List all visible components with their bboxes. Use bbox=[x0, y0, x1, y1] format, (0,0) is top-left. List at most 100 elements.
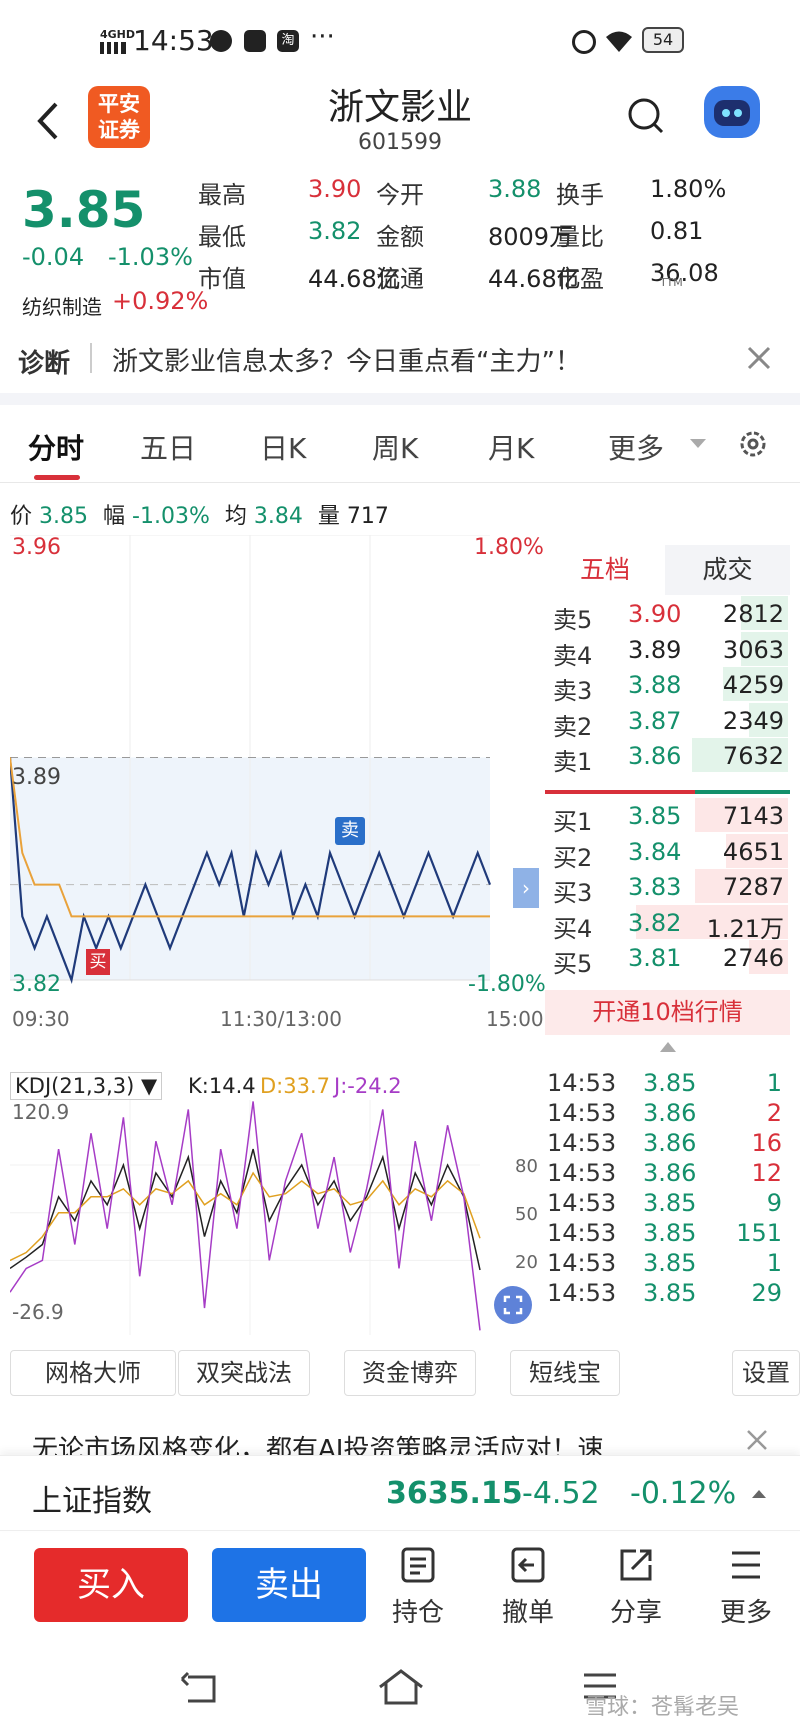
trade-ticks: 14:53 3.85 1 14:53 3.86 2 14:53 3.86 16 14:53 3.86… bbox=[0, 1066, 800, 1336]
bid-level[interactable]: 买5 3.81 2746 bbox=[545, 938, 790, 978]
active-tab-indicator bbox=[34, 475, 80, 480]
level-label: 卖1 bbox=[553, 748, 593, 777]
buy-button[interactable]: 买入 bbox=[34, 1548, 188, 1622]
level-volume: 7143 bbox=[722, 802, 784, 830]
quote-value: 36.08 bbox=[650, 259, 719, 287]
price-label: 价 bbox=[10, 504, 33, 529]
tab-more[interactable]: 更多 bbox=[608, 432, 665, 465]
more-label: 更多 bbox=[719, 1598, 772, 1628]
kdj-tick-20: 20 bbox=[515, 1252, 538, 1273]
expand-up-icon[interactable] bbox=[752, 1490, 766, 1498]
bid-level[interactable]: 买1 3.85 7143 bbox=[545, 796, 790, 836]
more-button[interactable]: 更多 bbox=[716, 1545, 776, 1629]
tab-month-k[interactable]: 月K bbox=[488, 432, 535, 465]
bid-level[interactable]: 买3 3.83 7287 bbox=[545, 867, 790, 908]
amplitude-value: -1.03% bbox=[132, 504, 210, 529]
level-price: 3.89 bbox=[628, 635, 682, 664]
tool-grid-master[interactable]: 网格大师 bbox=[10, 1350, 176, 1396]
kdj-k-line bbox=[9, 1148, 481, 1271]
sell-button[interactable]: 卖出 bbox=[212, 1548, 366, 1622]
index-ticker[interactable]: 上证指数 3635.15 -4.52 -0.12% bbox=[0, 1455, 800, 1531]
tab-intraday[interactable]: 分时 bbox=[28, 432, 85, 465]
kdj-j-line bbox=[9, 1101, 481, 1331]
cancel-order-icon bbox=[511, 1547, 545, 1583]
ask-level[interactable]: 卖3 3.88 4259 bbox=[545, 665, 790, 705]
system-nav-bar: 雪球：苍髯老吴 bbox=[0, 1655, 800, 1733]
diagnosis-text[interactable]: 浙文影业信息太多？今日重点看“主力”！ bbox=[112, 347, 581, 377]
quote-value: 3.82 bbox=[308, 217, 362, 245]
bid-level[interactable]: 买4 3.82 1.21万 bbox=[545, 903, 790, 943]
kdj-k-value: K:14.4 bbox=[188, 1074, 256, 1098]
tool-short-term[interactable]: 短线宝 bbox=[510, 1350, 620, 1396]
chevron-down-icon[interactable] bbox=[690, 439, 706, 448]
back-arrow-icon[interactable] bbox=[30, 96, 70, 146]
kdj-d-value: D:33.7 bbox=[260, 1074, 331, 1098]
cancel-order-button[interactable]: 撤单 bbox=[498, 1545, 558, 1629]
ad-banner[interactable]: 无论市场风格变化，都有AI投资策略灵活应对！速 bbox=[0, 1425, 800, 1455]
tab-five-levels[interactable]: 五档 bbox=[545, 545, 665, 595]
index-value: 3635.15 bbox=[386, 1476, 523, 1511]
volume-bar bbox=[726, 833, 788, 868]
bid-level[interactable]: 买2 3.84 4651 bbox=[545, 832, 790, 872]
diagnosis-banner[interactable]: 诊断 浙文影业信息太多？今日重点看“主力”！ bbox=[0, 325, 800, 393]
level-label: 买2 bbox=[553, 843, 593, 872]
level-volume: 2746 bbox=[722, 944, 784, 973]
search-icon[interactable] bbox=[626, 96, 666, 140]
level-label: 买3 bbox=[553, 879, 593, 908]
quote-label: 换手 bbox=[556, 181, 604, 209]
quote-value: 3.90 bbox=[308, 175, 362, 203]
tool-capital-game[interactable]: 资金博弈 bbox=[344, 1350, 476, 1396]
tab-trades[interactable]: 成交 bbox=[702, 555, 753, 584]
ad-close-icon[interactable] bbox=[744, 1427, 770, 1453]
trade-actions: 买入 卖出 持仓 撤单 分享 更多 bbox=[0, 1545, 800, 1645]
gear-icon[interactable] bbox=[736, 427, 770, 461]
x-label-midday: 11:30/13:00 bbox=[220, 1007, 343, 1031]
logo-line-2: 证券 bbox=[98, 118, 140, 142]
share-button[interactable]: 分享 bbox=[606, 1545, 666, 1629]
trade-volume: 151 bbox=[736, 1219, 782, 1247]
price-change: -0.04 bbox=[22, 243, 85, 271]
position-button[interactable]: 持仓 bbox=[388, 1545, 448, 1629]
tab-week-k[interactable]: 周K bbox=[372, 432, 419, 465]
status-bar: 4GHD 14:53 淘 ··· 54 bbox=[0, 0, 800, 86]
diagnosis-label: 诊断 bbox=[18, 349, 71, 379]
chart-tabs: 分时 五日 日K 周K 月K 更多 bbox=[0, 405, 800, 483]
home-nav-icon[interactable] bbox=[376, 1667, 426, 1707]
intraday-chart[interactable]: 3.96 3.89 3.82 1.80% -1.80% 09:30 11:30/… bbox=[8, 534, 546, 1035]
close-icon[interactable] bbox=[744, 343, 774, 373]
kdj-indicator-select[interactable]: KDJ(21,3,3) ▼ bbox=[10, 1072, 163, 1100]
sell-marker[interactable]: 卖 bbox=[335, 817, 365, 845]
ai-assistant-icon[interactable] bbox=[704, 86, 760, 138]
tool-double-break[interactable]: 双突战法 bbox=[178, 1350, 310, 1396]
ask-level[interactable]: 卖2 3.87 2349 bbox=[545, 701, 790, 741]
collapse-up-icon[interactable] bbox=[660, 1042, 676, 1052]
volume-bar bbox=[749, 940, 788, 975]
ask-level[interactable]: 卖1 3.86 7632 bbox=[545, 736, 790, 777]
section-divider bbox=[0, 393, 800, 405]
fullscreen-icon[interactable] bbox=[494, 1286, 532, 1324]
tab-day-k[interactable]: 日K bbox=[260, 432, 307, 465]
quote-value: 0.81 bbox=[650, 217, 704, 245]
quote-label: 最高 bbox=[198, 181, 246, 209]
settings-button[interactable]: 设置 bbox=[732, 1350, 800, 1396]
amplitude-label: 幅 bbox=[103, 504, 126, 529]
trade-time: 14:53 bbox=[547, 1069, 617, 1097]
quote-value: 44.68亿 bbox=[308, 265, 401, 293]
trade-row: 14:53 3.86 12 bbox=[545, 1156, 790, 1189]
trade-row: 14:53 3.85 1 bbox=[545, 1246, 790, 1279]
ask-level[interactable]: 卖4 3.89 3063 bbox=[545, 630, 790, 670]
buy-marker[interactable]: 买 bbox=[86, 949, 110, 975]
ad-text: 无论市场风格变化，都有AI投资策略灵活应对！速 bbox=[32, 1435, 604, 1455]
upgrade-level10-banner[interactable]: 开通10档行情 bbox=[545, 990, 790, 1035]
tab-five-day[interactable]: 五日 bbox=[140, 432, 197, 465]
pingan-logo: 平安 证券 bbox=[88, 86, 150, 148]
menu-nav-icon[interactable] bbox=[580, 1669, 620, 1703]
orderbook-tabs: 五档 成交 bbox=[545, 545, 790, 595]
quote-panel: 3.85 -0.04 -1.03% 纺织制造 +0.92% 最高 3.90 今开 3.… bbox=[0, 175, 800, 321]
sector-name[interactable]: 纺织制造 bbox=[22, 295, 102, 319]
expand-arrow-icon[interactable]: › bbox=[513, 868, 539, 908]
ask-level[interactable]: 卖5 3.90 2812 bbox=[545, 594, 790, 634]
avg-value: 3.84 bbox=[253, 504, 303, 529]
trade-time: 14:53 bbox=[547, 1129, 617, 1157]
back-nav-icon[interactable] bbox=[178, 1671, 220, 1707]
